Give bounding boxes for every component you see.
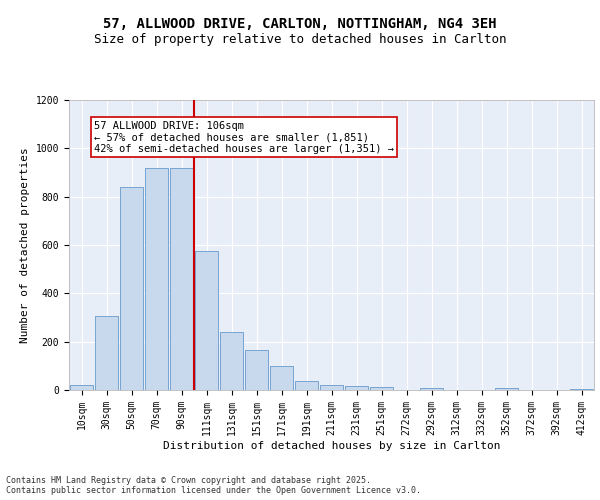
Bar: [220, 332, 243, 390]
Bar: [570, 389, 593, 390]
Bar: [95, 316, 118, 390]
Bar: [420, 388, 443, 390]
Bar: [370, 387, 393, 390]
Bar: [495, 388, 518, 390]
Bar: [345, 386, 368, 390]
Bar: [145, 168, 168, 390]
Text: Contains HM Land Registry data © Crown copyright and database right 2025.
Contai: Contains HM Land Registry data © Crown c…: [6, 476, 421, 495]
Text: 57 ALLWOOD DRIVE: 106sqm
← 57% of detached houses are smaller (1,851)
42% of sem: 57 ALLWOOD DRIVE: 106sqm ← 57% of detach…: [94, 120, 394, 154]
Y-axis label: Number of detached properties: Number of detached properties: [20, 147, 30, 343]
Bar: [195, 251, 218, 390]
Bar: [170, 168, 193, 390]
Bar: [245, 350, 268, 390]
Bar: [320, 385, 343, 390]
X-axis label: Distribution of detached houses by size in Carlton: Distribution of detached houses by size …: [163, 440, 500, 450]
Bar: [70, 385, 93, 390]
Bar: [295, 381, 318, 390]
Bar: [270, 366, 293, 390]
Bar: [120, 187, 143, 390]
Text: 57, ALLWOOD DRIVE, CARLTON, NOTTINGHAM, NG4 3EH: 57, ALLWOOD DRIVE, CARLTON, NOTTINGHAM, …: [103, 18, 497, 32]
Text: Size of property relative to detached houses in Carlton: Size of property relative to detached ho…: [94, 32, 506, 46]
